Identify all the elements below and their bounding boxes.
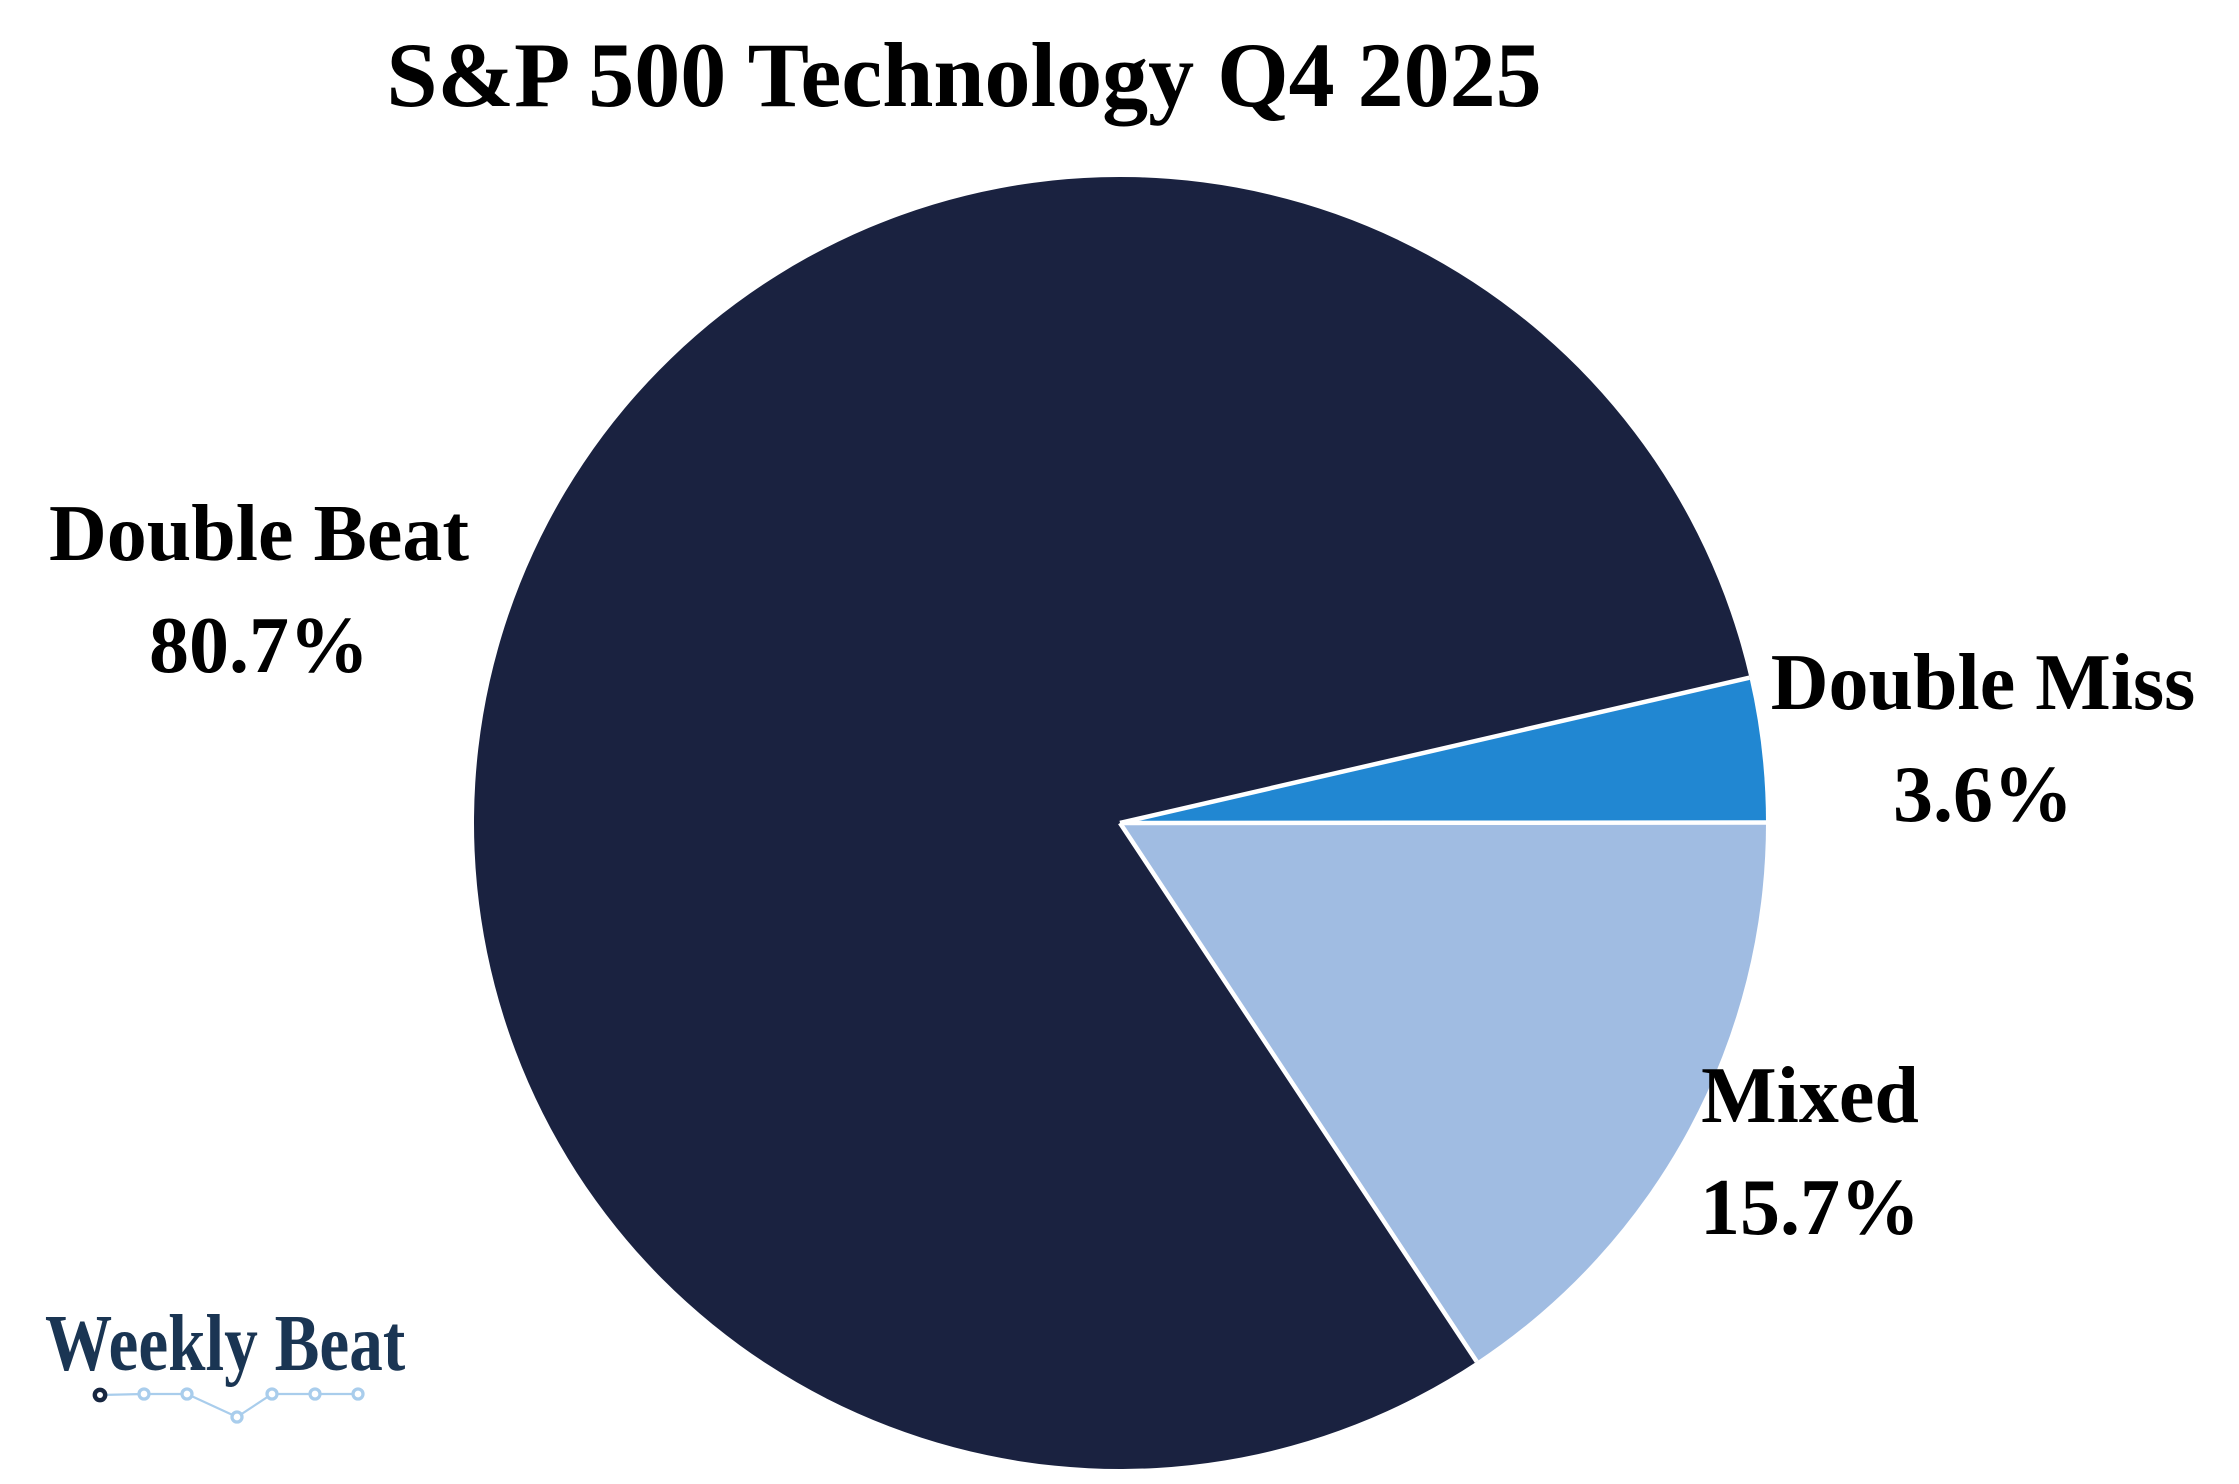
slice-separator	[1118, 821, 1479, 1363]
label-double-miss: Double Miss 3.6%	[1771, 643, 2196, 835]
pie-slice-double-beat	[473, 177, 1750, 1470]
sparkline-marker	[230, 1410, 244, 1424]
slice-pct-double-miss: 3.6%	[1893, 751, 2073, 839]
pie-slice-mixed	[1120, 822, 1767, 1362]
label-double-beat: Double Beat 80.7%	[49, 494, 469, 686]
slice-name-double-miss: Double Miss	[1770, 639, 2196, 727]
slice-name-double-beat: Double Beat	[49, 490, 469, 578]
sparkline-marker	[351, 1387, 365, 1401]
sparkline-marker	[180, 1387, 194, 1401]
slice-pct-double-beat: 80.7%	[149, 602, 369, 690]
label-mixed: Mixed 15.7%	[1700, 1056, 1920, 1248]
sparkline-marker	[308, 1387, 322, 1401]
sparkline-marker	[137, 1387, 151, 1401]
logo-sparkline-icon	[92, 1387, 365, 1424]
slice-separator	[1119, 675, 1750, 826]
slice-pct-mixed: 15.7%	[1700, 1164, 1920, 1252]
sparkline-first-marker	[92, 1387, 108, 1403]
sparkline-marker	[265, 1387, 279, 1401]
weekly-beat-logo-text: Weekly Beat	[45, 1300, 406, 1388]
chart-title: S&P 500 Technology Q4 2025	[386, 24, 1542, 126]
slice-name-mixed: Mixed	[1701, 1052, 1919, 1140]
